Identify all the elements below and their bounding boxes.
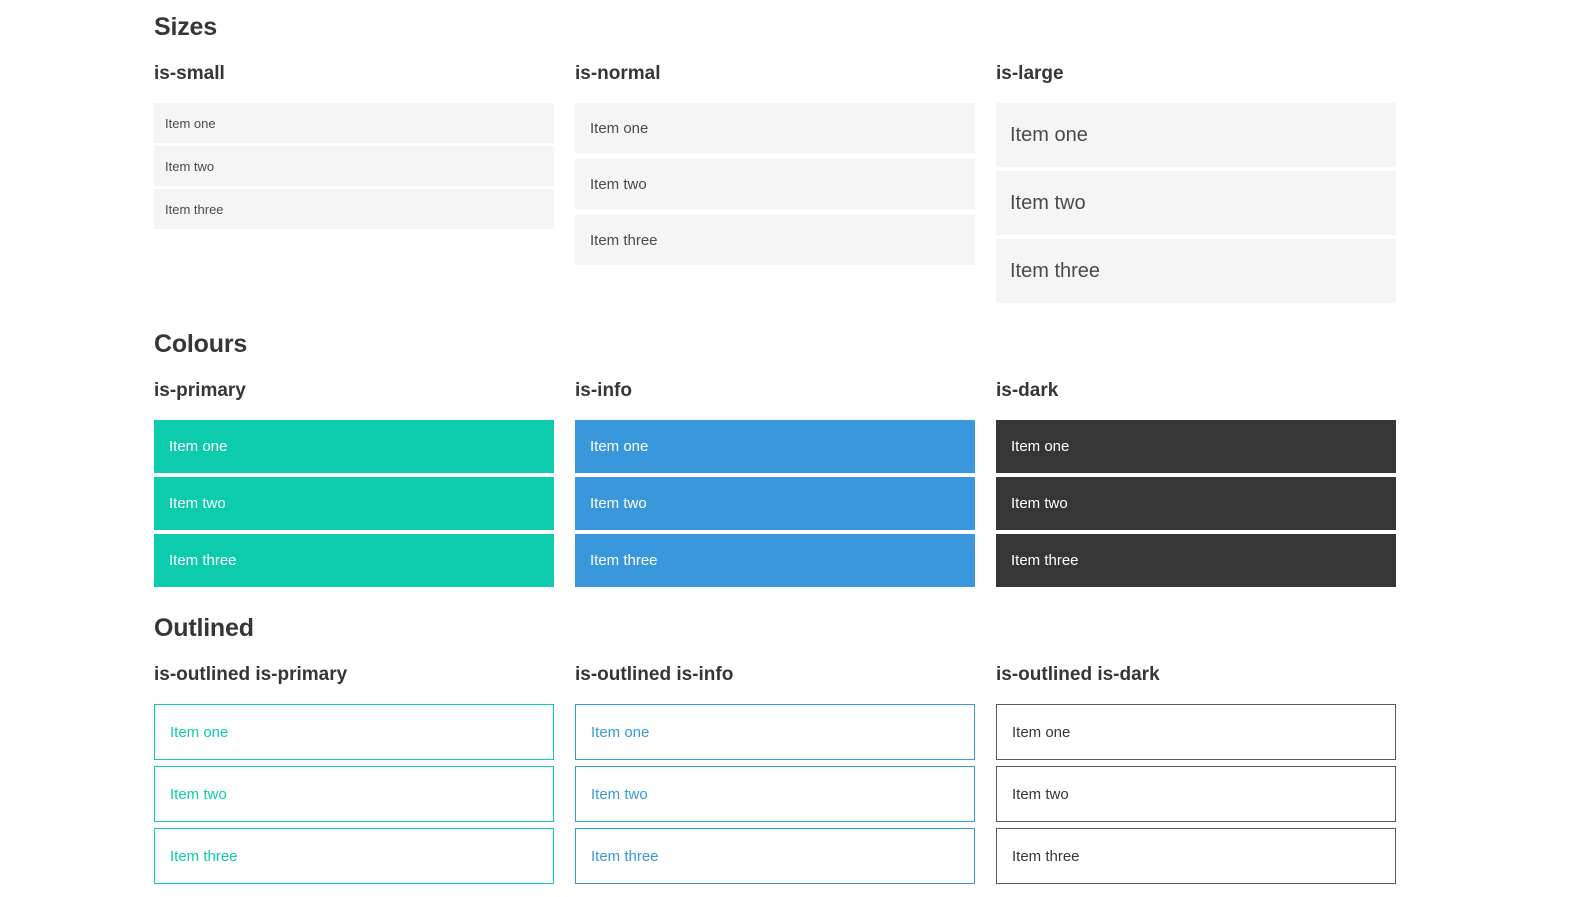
list-item: Item one [154,704,554,760]
list-item: Item one [154,420,554,473]
list-item: Item three [154,828,554,884]
list-item: Item two [575,477,975,530]
variant-group-outlined-info: is-outlined is-info Item one Item two It… [575,663,975,890]
variant-group-is-dark: is-dark Item one Item two Item three [996,379,1396,591]
list-item: Item two [154,477,554,530]
list-is-normal: Item one Item two Item three [575,103,975,265]
variant-group-is-large: is-large Item one Item two Item three [996,62,1396,307]
list-item: Item three [154,189,554,229]
list-item: Item one [575,103,975,153]
list-item: Item three [996,534,1396,587]
variant-heading-is-info: is-info [575,380,632,401]
list-item: Item two [996,171,1396,235]
list-item: Item two [996,477,1396,530]
list-item: Item one [996,704,1396,760]
variant-heading-is-normal: is-normal [575,63,661,84]
section-heading-colours: Colours [154,330,248,358]
variant-group-is-primary: is-primary Item one Item two Item three [154,379,554,591]
list-item: Item two [575,159,975,209]
variant-group-outlined-primary: is-outlined is-primary Item one Item two… [154,663,554,890]
list-outlined-info: Item one Item two Item three [575,704,975,884]
variant-heading-is-large: is-large [996,63,1064,84]
list-item: Item two [154,146,554,186]
variant-heading-outlined-primary: is-outlined is-primary [154,664,348,685]
section-sizes: Sizes is-small Item one Item two Item th… [154,14,1396,307]
list-item: Item one [575,704,975,760]
list-outlined-primary: Item one Item two Item three [154,704,554,884]
list-item: Item one [996,420,1396,473]
variant-heading-is-primary: is-primary [154,380,246,401]
variant-group-is-normal: is-normal Item one Item two Item three [575,62,975,271]
list-item: Item three [575,534,975,587]
list-item: Item two [996,766,1396,822]
list-item: Item one [996,103,1396,167]
variant-heading-outlined-info: is-outlined is-info [575,664,734,685]
list-item: Item three [996,239,1396,303]
list-outlined-dark: Item one Item two Item three [996,704,1396,884]
list-is-small: Item one Item two Item three [154,103,554,229]
list-item: Item one [154,103,554,143]
section-colours: Colours is-primary Item one Item two Ite… [154,331,1396,591]
variant-heading-is-small: is-small [154,63,225,84]
list-item: Item three [996,828,1396,884]
list-item: Item one [575,420,975,473]
list-item: Item three [575,215,975,265]
section-heading-outlined: Outlined [154,614,254,642]
list-is-dark: Item one Item two Item three [996,420,1396,587]
variant-heading-is-dark: is-dark [996,380,1059,401]
list-is-info: Item one Item two Item three [575,420,975,587]
variant-heading-outlined-dark: is-outlined is-dark [996,664,1160,685]
variant-group-is-small: is-small Item one Item two Item three [154,62,554,232]
section-heading-sizes: Sizes [154,13,217,41]
sizes-grid: is-small Item one Item two Item three is… [154,62,1396,307]
outlined-grid: is-outlined is-primary Item one Item two… [154,663,1396,890]
variant-group-outlined-dark: is-outlined is-dark Item one Item two It… [996,663,1396,890]
list-item: Item two [575,766,975,822]
list-is-primary: Item one Item two Item three [154,420,554,587]
list-item: Item three [154,534,554,587]
colours-grid: is-primary Item one Item two Item three … [154,379,1396,591]
section-outlined: Outlined is-outlined is-primary Item one… [154,615,1396,890]
list-item: Item three [575,828,975,884]
list-is-large: Item one Item two Item three [996,103,1396,303]
list-item: Item two [154,766,554,822]
variant-group-is-info: is-info Item one Item two Item three [575,379,975,591]
